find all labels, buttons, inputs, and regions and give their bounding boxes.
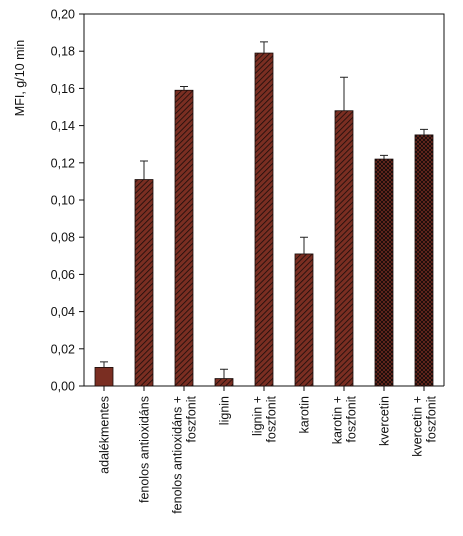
y-tick-label: 0,20	[51, 8, 75, 22]
y-tick-label: 0,16	[51, 82, 75, 96]
bar	[134, 179, 154, 387]
bar	[374, 158, 394, 387]
bars-layer	[94, 41, 434, 387]
bar	[334, 110, 354, 387]
y-axis-label: MFI, g/10 min	[13, 40, 27, 116]
x-tick-label: karotin	[298, 396, 312, 434]
bar	[94, 366, 114, 387]
bar	[254, 52, 274, 387]
y-tick-label: 0,08	[51, 231, 75, 245]
x-tick-label: lignin	[218, 396, 232, 425]
error-bar	[340, 76, 348, 111]
x-tick-label: karotin +foszfonit	[331, 395, 359, 444]
bar	[414, 134, 434, 387]
y-tick-label: 0,02	[51, 342, 75, 356]
error-bar	[140, 160, 148, 180]
x-tick-label: fenolos antioxidáns	[138, 396, 152, 503]
y-tick-label: 0,18	[51, 45, 75, 59]
y-tick-label: 0,12	[51, 156, 75, 170]
error-bar	[180, 86, 188, 91]
x-tick-label: kvercetin	[378, 396, 392, 446]
error-bar	[260, 41, 268, 54]
y-tick-label: 0,14	[51, 119, 75, 133]
y-tick-label: 0,00	[51, 380, 75, 394]
error-bar	[380, 154, 388, 160]
y-tick-label: 0,04	[51, 305, 75, 319]
x-tick-label: adalékmentes	[98, 396, 112, 474]
labels-layer: 0,00 0,02 0,04 0,06 0,08 0,10 0,12 0,14 0,16 0,18…	[51, 8, 439, 514]
x-tick-label: fenolos antioxidáns +foszfonit	[171, 395, 199, 513]
bar	[294, 253, 314, 387]
x-tick-label: lignin +foszfonit	[251, 395, 279, 442]
y-tick-label: 0,06	[51, 268, 75, 282]
error-bar	[420, 128, 428, 135]
error-bar	[300, 236, 308, 254]
error-bar	[100, 361, 108, 368]
error-bar	[220, 368, 228, 379]
bar	[174, 89, 194, 387]
y-tick-label: 0,10	[51, 194, 75, 208]
bar	[214, 378, 234, 387]
x-tick-label: kvercetin +foszfonit	[411, 395, 439, 456]
